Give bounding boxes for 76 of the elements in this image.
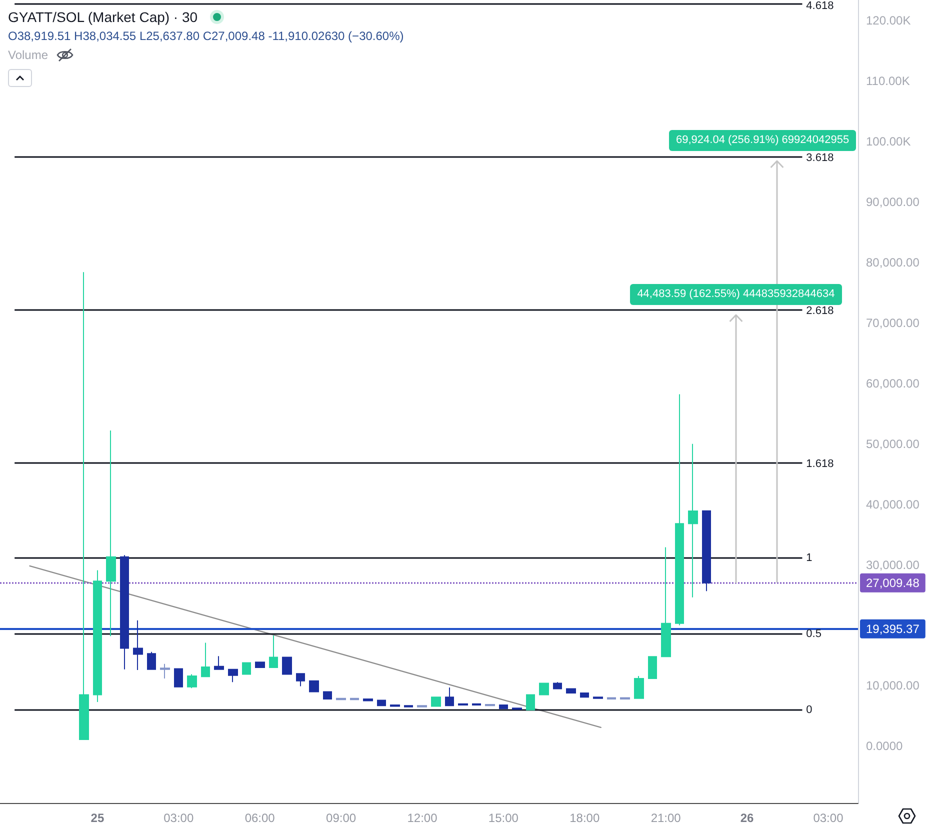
x-tick-label: 06:00 bbox=[244, 811, 276, 825]
candlestick bbox=[377, 700, 386, 706]
candlestick bbox=[79, 272, 89, 740]
y-tick-label: 50,000.00 bbox=[866, 436, 920, 451]
candlestick bbox=[539, 682, 549, 696]
candlestick bbox=[296, 673, 305, 687]
y-tick-label: 70,000.00 bbox=[866, 316, 920, 330]
candlestick bbox=[106, 430, 116, 637]
x-tick-label: 25 bbox=[90, 811, 104, 825]
candlestick bbox=[350, 698, 359, 700]
candlestick bbox=[242, 662, 251, 675]
x-tick-label: 21:00 bbox=[650, 811, 682, 825]
candlestick bbox=[120, 554, 129, 670]
annotation: Volume bbox=[8, 48, 48, 62]
y-tick-label: 30,000.00 bbox=[866, 558, 920, 572]
candlestick bbox=[648, 656, 657, 679]
candlestick bbox=[661, 546, 671, 658]
annotation: 3.618 bbox=[806, 152, 834, 165]
annotation: 44,483.59 (162.55%) 444835932844634 bbox=[630, 284, 842, 305]
ref-line-label: 27,009.48 bbox=[866, 576, 920, 590]
x-tick-label: 15:00 bbox=[488, 811, 519, 825]
candlestick bbox=[133, 620, 143, 670]
candlestick bbox=[201, 642, 210, 678]
candlestick bbox=[214, 656, 224, 670]
candlestick bbox=[174, 668, 183, 688]
candlestick bbox=[336, 698, 346, 700]
candlestick bbox=[255, 662, 265, 668]
candlestick bbox=[485, 704, 495, 706]
y-tick-label: 90,000.00 bbox=[866, 194, 920, 209]
y-tick-label: 100.00K bbox=[866, 134, 911, 148]
annotation: 1 bbox=[806, 552, 812, 565]
candlestick bbox=[363, 698, 373, 702]
annotation: 69,924.04 (256.91%) 69924042955 bbox=[669, 130, 856, 152]
candlestick bbox=[675, 394, 684, 626]
candlestick bbox=[282, 656, 292, 675]
annotation: 2.618 bbox=[806, 304, 834, 318]
x-tick-label: 26 bbox=[740, 811, 754, 825]
candlestick bbox=[187, 674, 197, 689]
candlestick bbox=[566, 688, 576, 694]
y-tick-label: 60,000.00 bbox=[866, 376, 920, 390]
candlestick bbox=[472, 703, 481, 706]
text: O38,919.51 H38,034.55 L25,637.80 C27,009.48 -11,910.02630 (−30.60%) bbox=[8, 28, 404, 44]
candlestick bbox=[269, 635, 278, 668]
x-tick-label: 18:00 bbox=[570, 811, 600, 825]
x-tick-label: 03:00 bbox=[164, 811, 194, 825]
annotation: 0.5 bbox=[806, 628, 822, 642]
candlestick bbox=[309, 680, 319, 692]
candlestick bbox=[431, 696, 441, 707]
candlestick bbox=[702, 510, 711, 592]
candlestick bbox=[323, 691, 332, 700]
y-tick-label: 120.00K bbox=[866, 14, 911, 28]
x-tick-label: 03:00 bbox=[813, 811, 844, 825]
candlestick bbox=[93, 570, 102, 703]
x-tick-label: 12:00 bbox=[407, 811, 438, 825]
candlestick bbox=[688, 443, 698, 598]
candlestick bbox=[445, 687, 454, 706]
y-tick-label: 40,000.00 bbox=[866, 497, 920, 512]
y-tick-label: 0.0000 bbox=[866, 739, 904, 754]
candlestick bbox=[499, 704, 508, 710]
candlestick bbox=[634, 676, 644, 699]
candlestick bbox=[228, 668, 238, 683]
candlestick bbox=[160, 663, 170, 679]
annotation: 4.618 bbox=[806, 0, 834, 13]
candlestick bbox=[147, 651, 156, 670]
x-tick-label: 09:00 bbox=[326, 811, 356, 825]
candlestick bbox=[553, 682, 562, 690]
ref-line-label: 19,395.37 bbox=[866, 622, 920, 636]
y-tick-label: 10,000.00 bbox=[866, 678, 920, 693]
candlestick bbox=[526, 694, 535, 710]
annotation: 1.618 bbox=[806, 458, 834, 471]
candlestick bbox=[580, 692, 589, 698]
y-tick-label: 80,000.00 bbox=[866, 255, 920, 270]
candlestick bbox=[458, 703, 468, 706]
text: GYATT/SOL (Market Cap) · 30 bbox=[8, 9, 198, 25]
annotation: 0 bbox=[806, 704, 812, 718]
y-tick-label: 110.00K bbox=[866, 74, 910, 88]
